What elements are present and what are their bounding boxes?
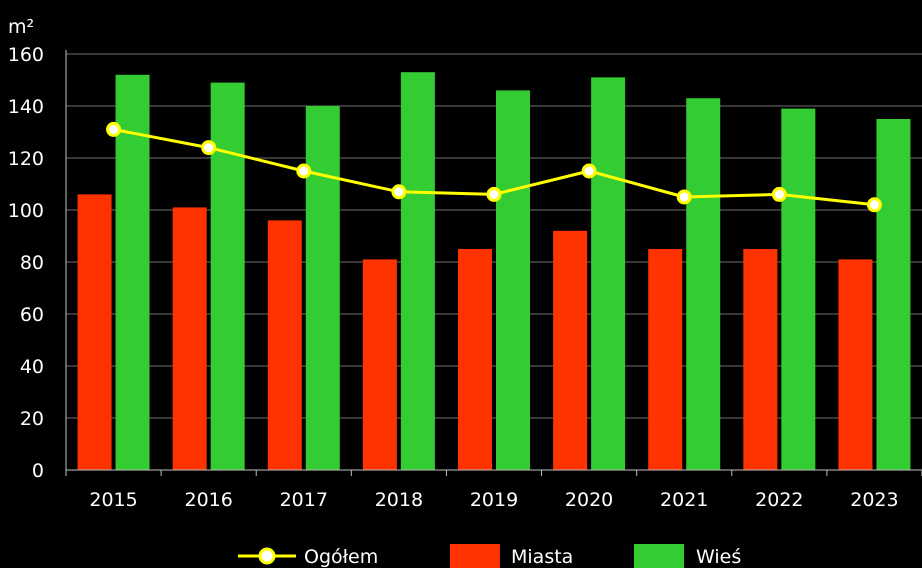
bar-miasta bbox=[743, 249, 778, 470]
bar-miasta bbox=[362, 259, 397, 470]
axes: 0 20 40 60 80 100 120 140 160 m² 2015 2016 2017 2018 2… bbox=[8, 16, 922, 511]
y-tick-label: 160 bbox=[8, 44, 44, 66]
bar-miasta bbox=[553, 230, 588, 470]
gridlines bbox=[66, 53, 922, 419]
point-ogolem bbox=[486, 186, 502, 202]
bar-miasta bbox=[648, 249, 683, 470]
y-tick-label: 120 bbox=[8, 148, 44, 170]
point-ogolem bbox=[391, 184, 407, 200]
bars bbox=[77, 72, 911, 471]
point-ogolem bbox=[106, 121, 122, 137]
x-tick-label: 2023 bbox=[850, 489, 898, 511]
bar-wies bbox=[305, 106, 340, 470]
legend: Ogółem Miasta Wieś bbox=[238, 544, 741, 568]
bar-wies bbox=[496, 90, 530, 471]
y-tick-label: 80 bbox=[20, 252, 44, 274]
bar-wies bbox=[210, 82, 245, 470]
x-tick-label: 2019 bbox=[470, 489, 518, 511]
bar-wies bbox=[115, 74, 150, 471]
y-tick-label: 0 bbox=[32, 460, 44, 482]
bar-wies bbox=[400, 72, 435, 470]
legend-label-miasta: Miasta bbox=[511, 546, 573, 568]
bar-wies bbox=[781, 108, 816, 470]
total-line bbox=[106, 121, 882, 213]
legend-label-wies: Wieś bbox=[696, 546, 741, 568]
bar-miasta bbox=[267, 220, 302, 470]
y-tick-label: 20 bbox=[20, 408, 44, 430]
point-ogolem bbox=[201, 140, 217, 156]
bar-miasta bbox=[77, 194, 112, 470]
point-ogolem bbox=[676, 189, 692, 205]
x-tick-label: 2020 bbox=[565, 489, 613, 511]
x-tick-label: 2017 bbox=[280, 489, 328, 511]
x-tick-label: 2016 bbox=[184, 489, 232, 511]
point-ogolem bbox=[866, 197, 882, 213]
legend-label-ogolem: Ogółem bbox=[304, 546, 378, 568]
y-tick-label: 140 bbox=[8, 96, 44, 118]
bar-wies bbox=[876, 119, 911, 470]
y-tick-label: 60 bbox=[20, 304, 44, 326]
legend-swatch-wies bbox=[634, 544, 684, 568]
bar-wies bbox=[591, 77, 626, 471]
x-tick-label: 2015 bbox=[89, 489, 137, 511]
y-tick-label: 100 bbox=[8, 200, 44, 222]
y-tick-label: 40 bbox=[20, 356, 44, 378]
x-tick-label: 2018 bbox=[375, 489, 423, 511]
x-tick-label: 2022 bbox=[755, 489, 803, 511]
bar-wies bbox=[686, 98, 721, 470]
point-ogolem bbox=[296, 163, 312, 179]
y-axis-unit: m² bbox=[8, 16, 34, 38]
point-ogolem bbox=[581, 163, 597, 179]
x-tick-label: 2021 bbox=[660, 489, 708, 511]
legend-swatch-miasta bbox=[450, 544, 500, 568]
point-ogolem bbox=[771, 186, 787, 202]
bar-miasta bbox=[838, 259, 873, 470]
legend-marker-ogolem bbox=[258, 547, 276, 565]
bar-miasta bbox=[172, 207, 207, 470]
bar-miasta bbox=[458, 249, 492, 470]
